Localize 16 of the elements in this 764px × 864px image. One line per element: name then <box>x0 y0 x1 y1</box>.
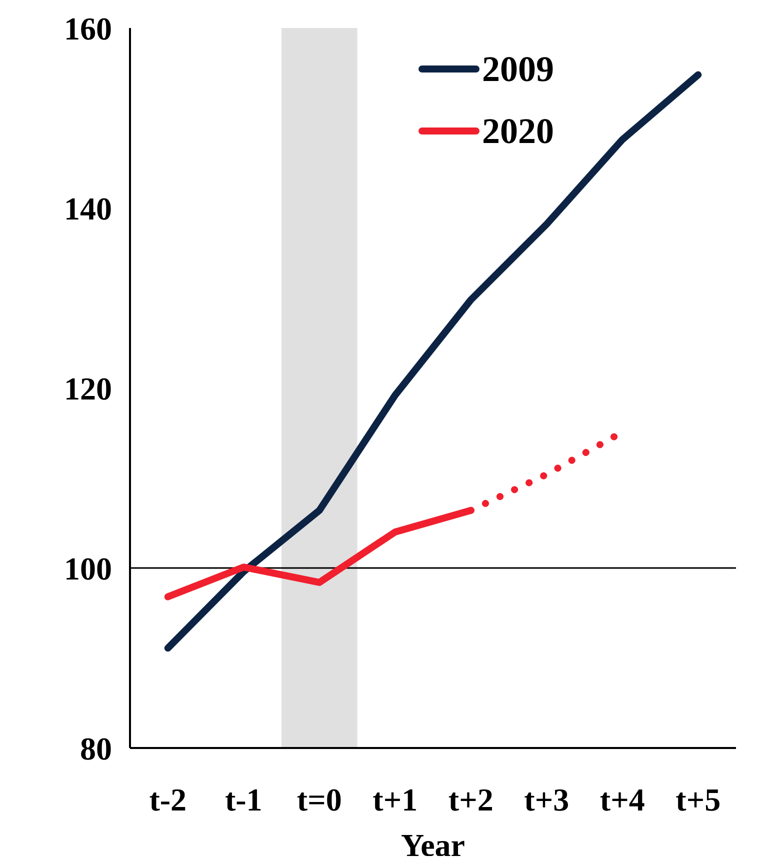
x-tick-label: t+4 <box>600 782 645 818</box>
y-tick-label: 80 <box>80 730 112 766</box>
y-tick-label: 140 <box>64 190 112 226</box>
x-tick-label: t+2 <box>448 782 494 818</box>
y-tick-label: 160 <box>64 10 112 46</box>
x-tick-label: t-2 <box>149 782 187 818</box>
x-tick-label: t-1 <box>224 782 262 818</box>
x-tick-label: t=0 <box>296 782 342 818</box>
x-tick-label: t+1 <box>372 782 418 818</box>
x-tick-label: t+3 <box>524 782 570 818</box>
legend-label: 2009 <box>482 48 554 90</box>
y-tick-label: 120 <box>64 370 112 406</box>
x-axis-title: Year <box>401 827 465 863</box>
x-tick-label: t+5 <box>676 782 721 818</box>
legend-label: 2020 <box>482 110 554 152</box>
y-tick-label: 100 <box>64 550 112 586</box>
